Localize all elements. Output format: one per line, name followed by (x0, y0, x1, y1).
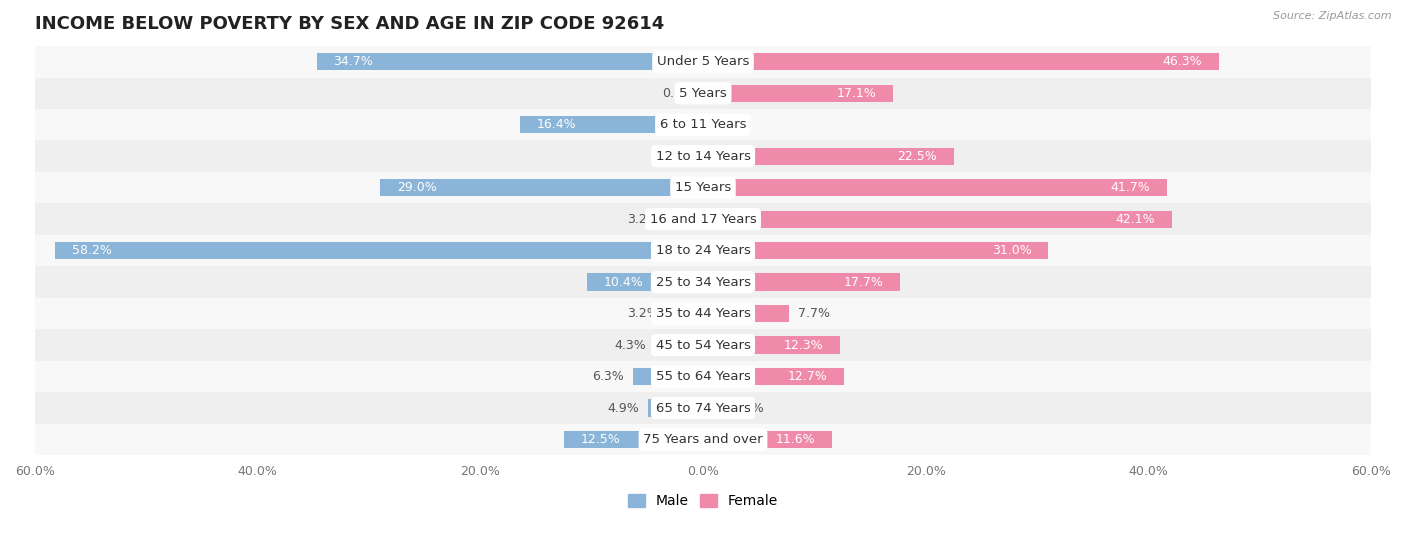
Bar (648, 399, 703, 416)
Text: 45 to 54 Years: 45 to 54 Years (655, 339, 751, 352)
Bar (316, 53, 703, 70)
Text: 11.6%: 11.6% (776, 433, 815, 446)
Bar (35, 267, 1371, 298)
Text: 75 Years and over: 75 Years and over (643, 433, 763, 446)
Bar (703, 368, 845, 385)
Bar (703, 179, 1167, 196)
Text: 34.7%: 34.7% (333, 55, 373, 68)
Text: Source: ZipAtlas.com: Source: ZipAtlas.com (1274, 11, 1392, 21)
Bar (35, 78, 1371, 109)
Bar (668, 211, 703, 228)
Bar (588, 273, 703, 291)
Bar (35, 298, 1371, 329)
Bar (35, 235, 1371, 267)
Bar (703, 305, 789, 323)
Text: Under 5 Years: Under 5 Years (657, 55, 749, 68)
Text: 41.7%: 41.7% (1111, 181, 1150, 194)
Text: 3.2%: 3.2% (627, 212, 658, 226)
Text: 18 to 24 Years: 18 to 24 Years (655, 244, 751, 257)
Text: 0.0%: 0.0% (662, 150, 695, 163)
Bar (703, 337, 839, 354)
Bar (703, 148, 953, 165)
Text: 29.0%: 29.0% (396, 181, 436, 194)
Text: 0.0%: 0.0% (711, 119, 744, 131)
Bar (35, 172, 1371, 203)
Bar (35, 392, 1371, 424)
Text: 12 to 14 Years: 12 to 14 Years (655, 150, 751, 163)
Legend: Male, Female: Male, Female (623, 489, 783, 514)
Text: 15 Years: 15 Years (675, 181, 731, 194)
Text: 65 to 74 Years: 65 to 74 Years (655, 401, 751, 415)
Text: 4.9%: 4.9% (607, 401, 640, 415)
Text: 3.2%: 3.2% (627, 307, 658, 320)
Text: 25 to 34 Years: 25 to 34 Years (655, 276, 751, 288)
Text: 4.3%: 4.3% (614, 339, 647, 352)
Text: 31.0%: 31.0% (991, 244, 1032, 257)
Bar (380, 179, 703, 196)
Text: 5 Years: 5 Years (679, 87, 727, 100)
Bar (35, 46, 1371, 78)
Bar (703, 273, 900, 291)
Text: 17.7%: 17.7% (844, 276, 883, 288)
Text: 46.3%: 46.3% (1163, 55, 1202, 68)
Bar (703, 431, 832, 448)
Bar (35, 109, 1371, 140)
Text: 12.5%: 12.5% (581, 433, 620, 446)
Bar (35, 361, 1371, 392)
Text: 16 and 17 Years: 16 and 17 Years (650, 212, 756, 226)
Text: 22.5%: 22.5% (897, 150, 936, 163)
Text: 35 to 44 Years: 35 to 44 Years (655, 307, 751, 320)
Bar (703, 399, 724, 416)
Bar (703, 242, 1047, 259)
Bar (55, 242, 703, 259)
Bar (35, 203, 1371, 235)
Text: 55 to 64 Years: 55 to 64 Years (655, 370, 751, 383)
Text: 10.4%: 10.4% (605, 276, 644, 288)
Bar (703, 211, 1171, 228)
Text: 6 to 11 Years: 6 to 11 Years (659, 119, 747, 131)
Text: 42.1%: 42.1% (1115, 212, 1156, 226)
Text: 12.7%: 12.7% (787, 370, 828, 383)
Bar (703, 84, 893, 102)
Bar (35, 140, 1371, 172)
Bar (633, 368, 703, 385)
Bar (564, 431, 703, 448)
Text: 6.3%: 6.3% (592, 370, 624, 383)
Text: 17.1%: 17.1% (837, 87, 877, 100)
Text: 1.9%: 1.9% (733, 401, 765, 415)
Text: INCOME BELOW POVERTY BY SEX AND AGE IN ZIP CODE 92614: INCOME BELOW POVERTY BY SEX AND AGE IN Z… (35, 15, 664, 33)
Text: 12.3%: 12.3% (783, 339, 824, 352)
Text: 58.2%: 58.2% (72, 244, 111, 257)
Bar (35, 329, 1371, 361)
Bar (668, 305, 703, 323)
Bar (655, 337, 703, 354)
Bar (35, 424, 1371, 455)
Text: 16.4%: 16.4% (537, 119, 576, 131)
Text: 0.0%: 0.0% (662, 87, 695, 100)
Bar (703, 53, 1219, 70)
Bar (520, 116, 703, 134)
Text: 7.7%: 7.7% (797, 307, 830, 320)
